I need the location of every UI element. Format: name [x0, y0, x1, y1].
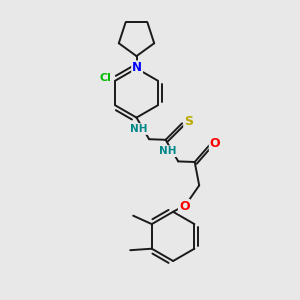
Text: O: O: [210, 137, 220, 151]
Text: S: S: [184, 115, 193, 128]
Text: N: N: [132, 61, 142, 74]
Text: NH: NH: [130, 124, 148, 134]
Text: Cl: Cl: [100, 73, 112, 83]
Text: O: O: [179, 200, 190, 213]
Text: NH: NH: [159, 146, 177, 156]
